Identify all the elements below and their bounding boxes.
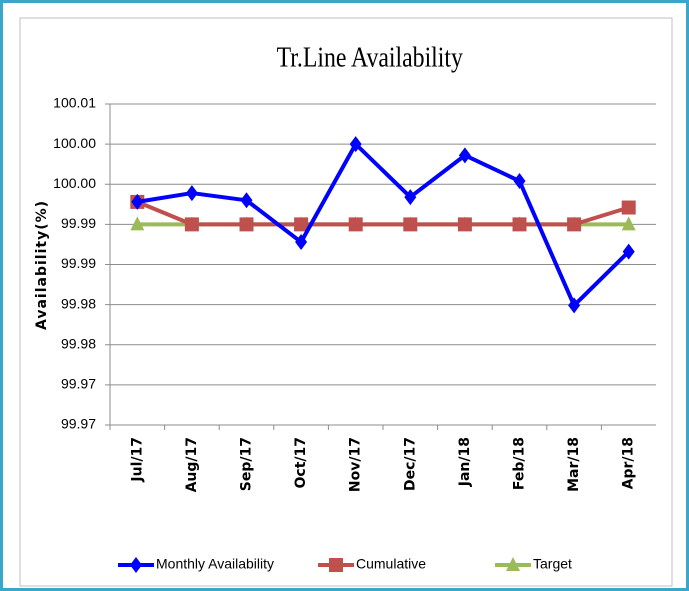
point xyxy=(513,173,526,190)
point xyxy=(458,147,471,164)
point xyxy=(622,243,635,260)
point xyxy=(240,192,253,209)
x-tick-label: Jan/18 xyxy=(457,437,473,487)
point xyxy=(130,216,145,231)
x-tick-label: Oct/17 xyxy=(293,437,309,489)
point xyxy=(512,217,527,232)
point xyxy=(621,200,636,215)
series-line xyxy=(136,200,630,227)
point xyxy=(131,193,144,210)
chart-border xyxy=(19,17,673,587)
point xyxy=(403,217,418,232)
legend-marker xyxy=(329,558,343,572)
point xyxy=(348,217,363,232)
y-axis-label: Availability(%) xyxy=(34,200,50,330)
y-tick-label: 100.00 xyxy=(53,135,96,151)
point xyxy=(239,217,254,232)
y-tick-label: 99.99 xyxy=(61,215,96,231)
point xyxy=(294,217,309,232)
x-tick-label: Mar/18 xyxy=(566,437,582,492)
chart-title: Tr.Line Availability xyxy=(277,42,463,73)
series-line xyxy=(136,142,631,308)
point xyxy=(457,217,472,232)
point xyxy=(404,189,417,206)
point xyxy=(349,136,362,153)
y-tick-label: 99.97 xyxy=(61,416,96,432)
legend-label: Monthly Availability xyxy=(156,556,274,572)
x-tick-label: Sep/17 xyxy=(239,437,255,491)
x-tick-label: Feb/18 xyxy=(512,437,528,490)
y-tick-label: 99.98 xyxy=(61,295,96,311)
x-tick-label: Apr/18 xyxy=(621,437,637,489)
legend-marker xyxy=(130,557,142,573)
legend-marker xyxy=(506,557,520,571)
point xyxy=(184,217,199,232)
point xyxy=(185,185,198,202)
x-tick-label: Dec/17 xyxy=(402,437,418,491)
x-tick-label: Aug/17 xyxy=(184,437,200,492)
point xyxy=(568,297,581,314)
point xyxy=(295,234,308,251)
x-tick-label: Nov/17 xyxy=(348,437,364,492)
y-tick-label: 100.01 xyxy=(53,95,96,111)
point xyxy=(621,216,636,231)
legend-label: Cumulative xyxy=(356,556,426,572)
x-tick-label: Jul/17 xyxy=(129,437,145,483)
y-tick-label: 99.99 xyxy=(61,255,96,271)
y-tick-label: 99.97 xyxy=(61,376,96,392)
point xyxy=(567,217,582,232)
legend-label: Target xyxy=(533,556,572,572)
y-tick-label: 100.00 xyxy=(53,175,96,191)
y-tick-label: 99.98 xyxy=(61,335,96,351)
